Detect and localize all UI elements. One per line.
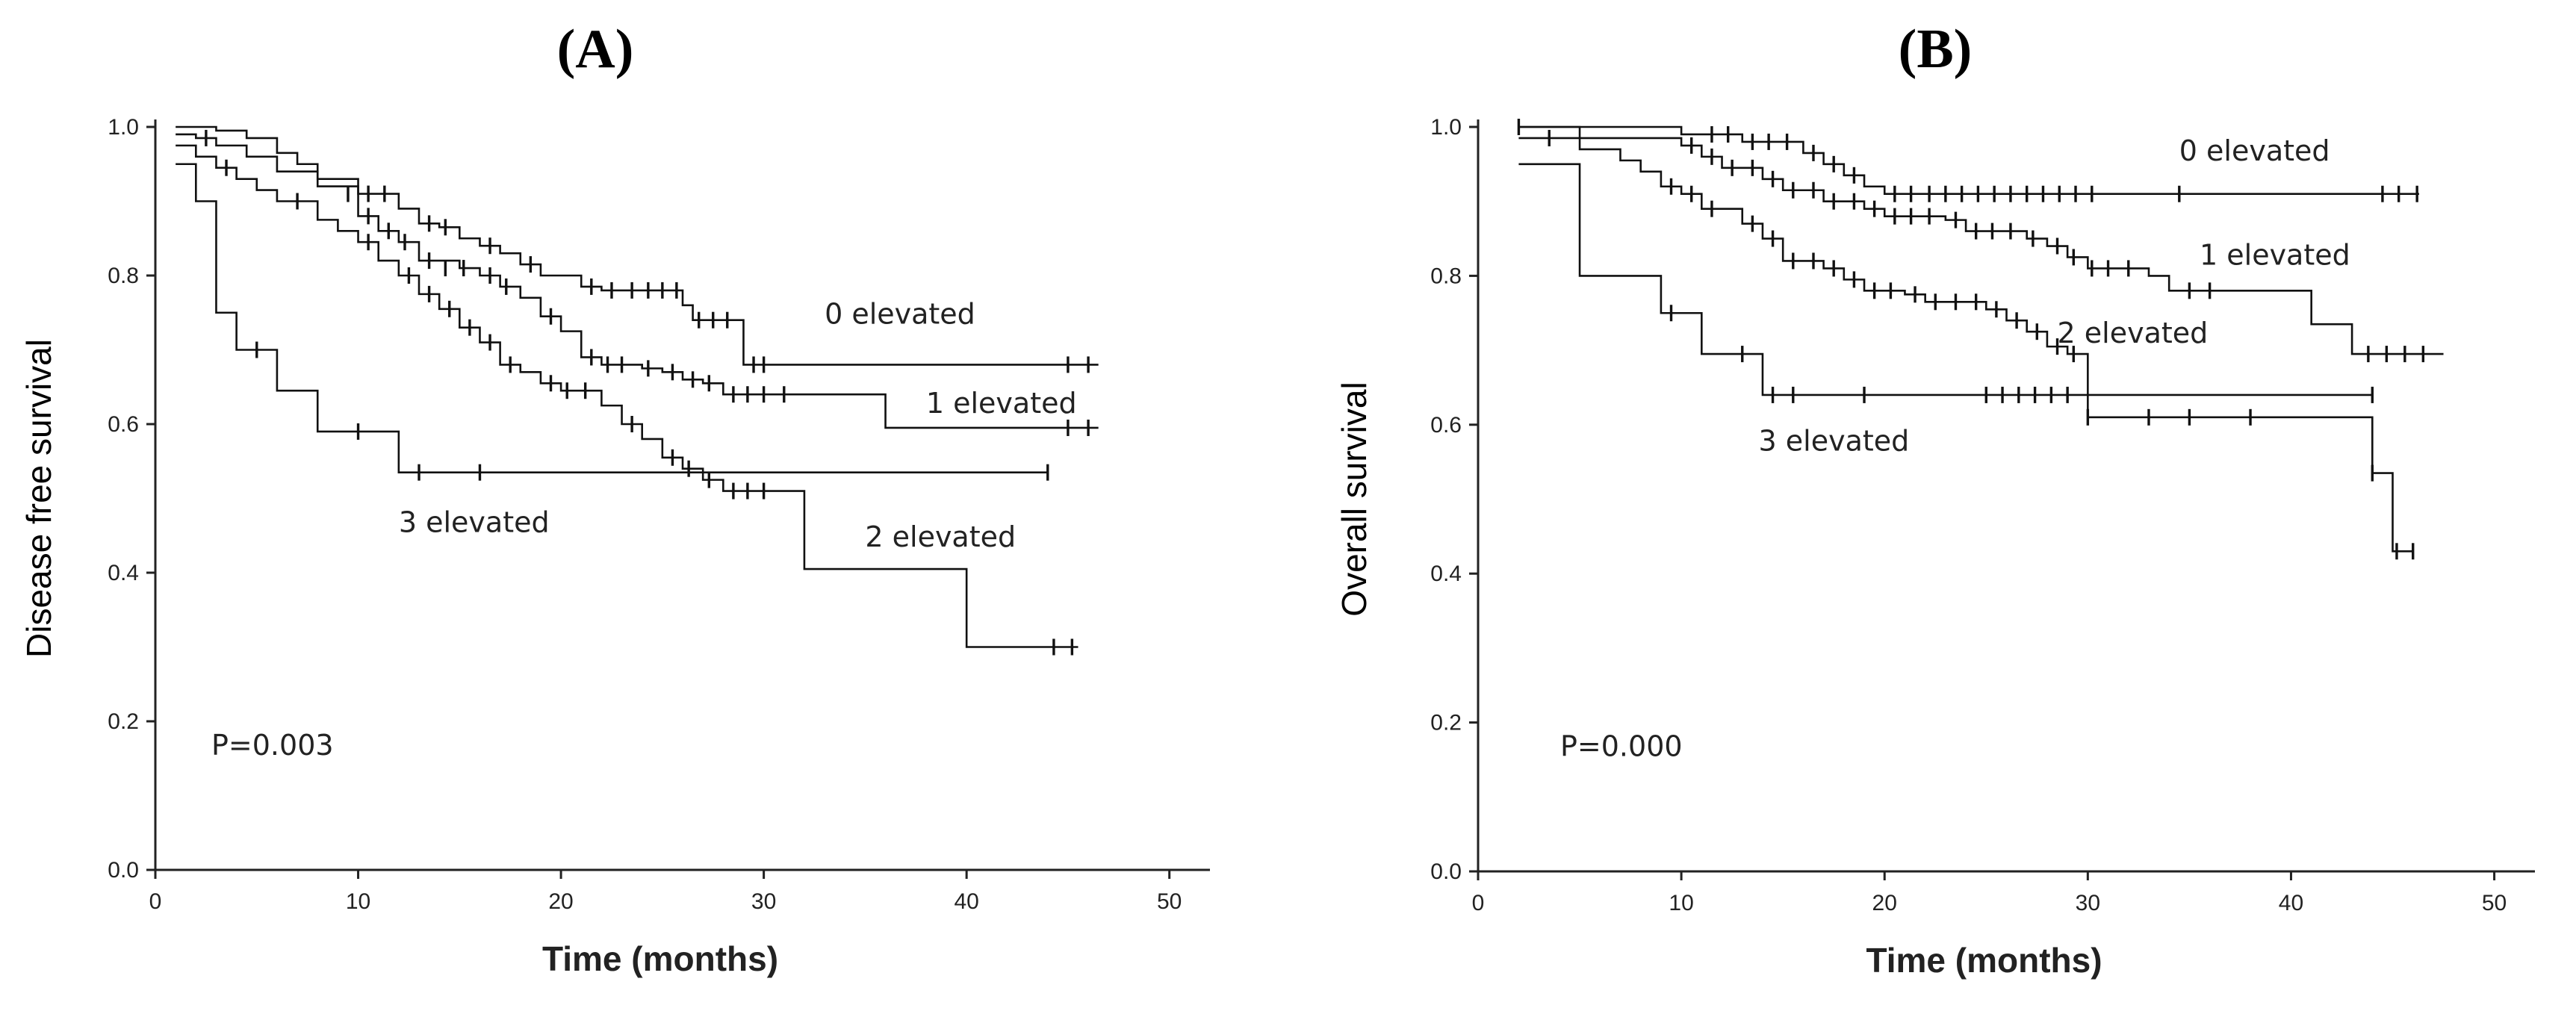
survival-curve-2 xyxy=(176,144,1078,648)
y-tick-label: 0.2 xyxy=(1430,711,1462,735)
survival-curve-0 xyxy=(176,125,1099,366)
chart-a-svg: (A) 0 10 20 30 40 50 0.0 0.2 0.4 0.6 0.8 1.0 Time (mo… xyxy=(19,19,1210,978)
x-tick-label: 40 xyxy=(2279,891,2303,915)
chart-b-svg: (B) 0 10 20 30 40 50 0.0 0.2 0.4 0.6 0.8 1.0 Time (mo… xyxy=(1335,19,2535,980)
y-tick-label: 1.0 xyxy=(1430,115,1462,140)
x-axis-label: Time (months) xyxy=(1866,941,2102,980)
y-axis-label: Overall survival xyxy=(1335,382,1374,616)
y-tick-label: 0.8 xyxy=(108,264,139,288)
panel-b: (B) 0 10 20 30 40 50 0.0 0.2 0.4 0.6 0.8 1.0 Time (mo… xyxy=(1288,0,2575,1014)
y-tick-label: 0.6 xyxy=(108,412,139,437)
p-value: P=0.003 xyxy=(211,729,334,762)
x-tick-label: 0 xyxy=(1472,891,1485,915)
y-tick-label: 1.0 xyxy=(108,115,139,140)
panel-a: (A) 0 10 20 30 40 50 0.0 0.2 0.4 0.6 0.8 1.0 Time (mo… xyxy=(19,19,1210,978)
series-label: 3 elevated xyxy=(399,506,550,538)
y-tick-label: 0.6 xyxy=(1430,413,1462,438)
series-label: 1 elevated xyxy=(2200,238,2350,271)
series-label: 0 elevated xyxy=(825,298,975,331)
x-tick-label: 20 xyxy=(1872,891,1897,915)
series-label: 0 elevated xyxy=(2179,134,2330,167)
series-label: 2 elevated xyxy=(2058,317,2209,349)
y-axis-label: Disease free survival xyxy=(19,339,58,658)
y-tick-label: 0.0 xyxy=(1430,859,1462,884)
y-tick-label: 0.8 xyxy=(1430,264,1462,288)
x-tick-label: 20 xyxy=(548,889,573,914)
survival-curve-0 xyxy=(1518,125,2419,196)
survival-curve-3 xyxy=(1518,163,2373,396)
series-label: 2 elevated xyxy=(865,520,1016,553)
x-tick-label: 30 xyxy=(2076,891,2100,915)
series-label: 3 elevated xyxy=(1759,425,1910,458)
survival-curve-1 xyxy=(176,133,1099,429)
y-tick-label: 0.2 xyxy=(108,709,139,734)
y-tick-label: 0.4 xyxy=(1430,562,1462,586)
x-tick-label: 10 xyxy=(1669,891,1693,915)
panel-label: (A) xyxy=(557,19,634,80)
x-tick-label: 10 xyxy=(346,889,370,914)
x-axis-label: Time (months) xyxy=(542,939,778,978)
p-value: P=0.000 xyxy=(1560,730,1683,762)
x-tick-label: 50 xyxy=(2482,891,2507,915)
y-tick-label: 0.4 xyxy=(108,561,139,585)
survival-curve-2 xyxy=(1518,137,2413,553)
x-tick-label: 40 xyxy=(954,889,978,914)
x-tick-label: 50 xyxy=(1157,889,1182,914)
y-tick-label: 0.0 xyxy=(108,858,139,883)
x-tick-label: 30 xyxy=(751,889,776,914)
x-tick-label: 0 xyxy=(149,889,162,914)
series-label: 1 elevated xyxy=(926,387,1077,420)
panel-label: (B) xyxy=(1899,19,1973,80)
